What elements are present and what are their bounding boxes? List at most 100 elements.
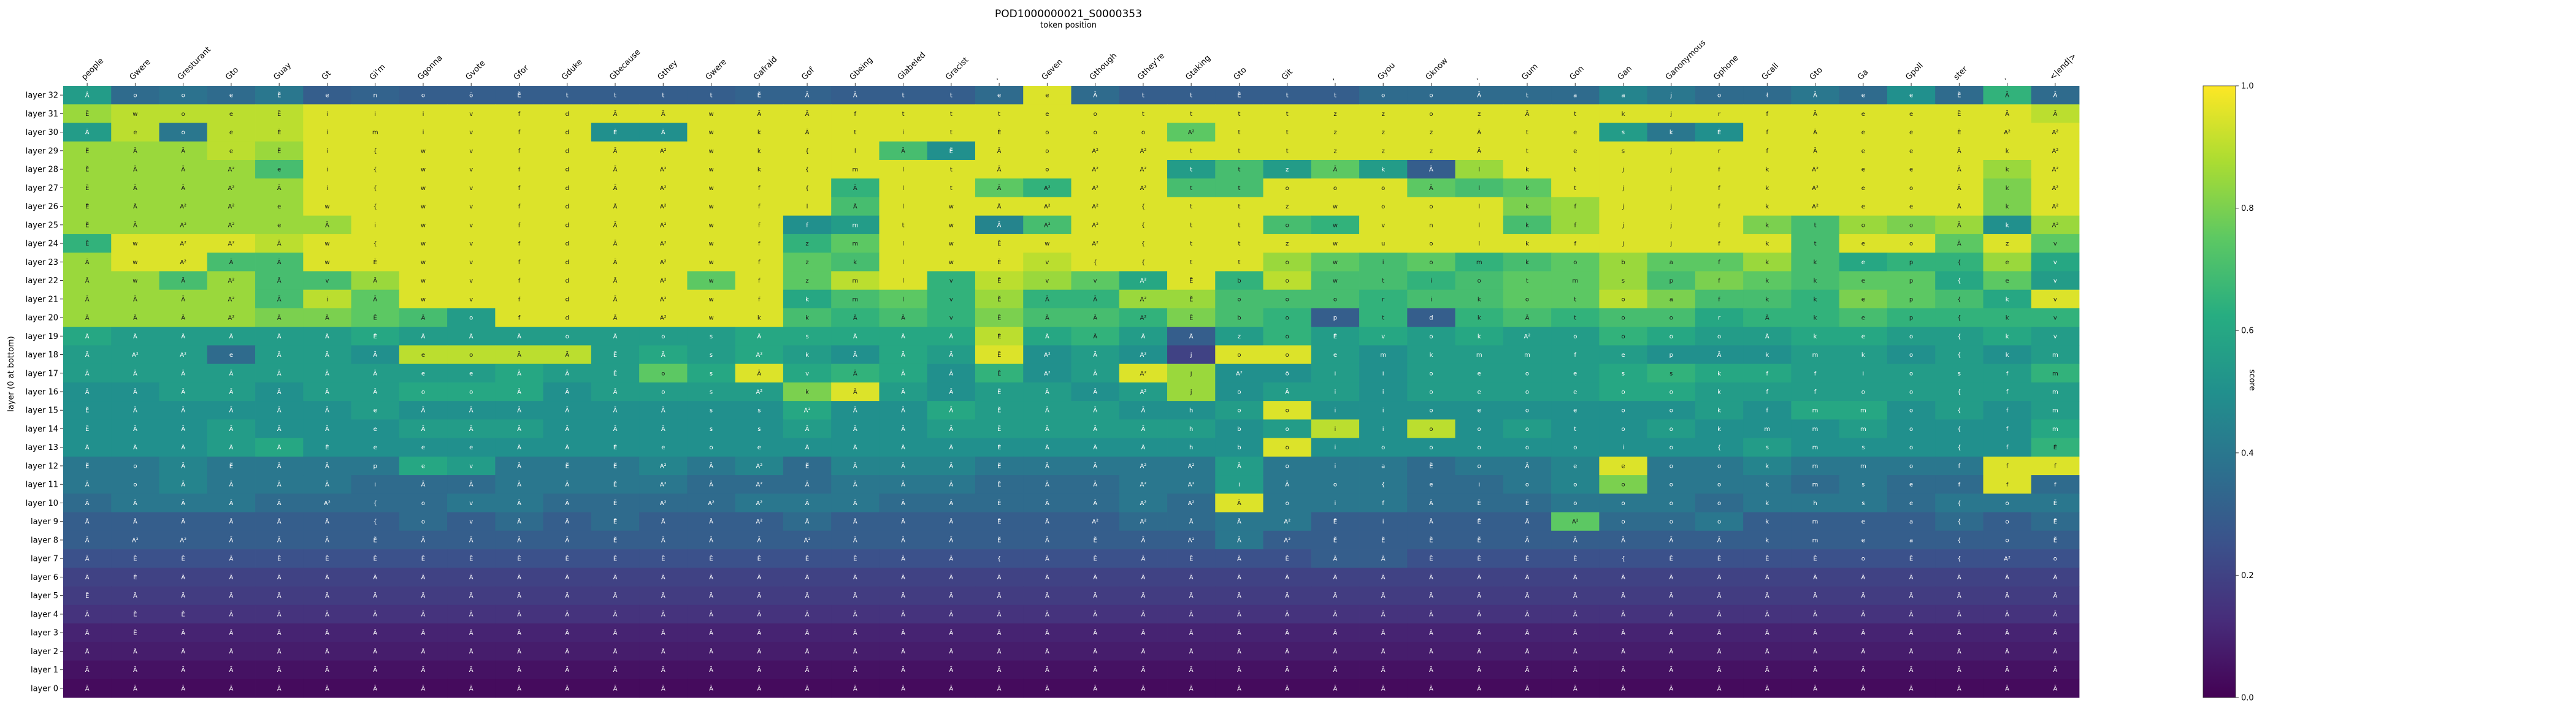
cell-label: Ā: [517, 647, 521, 655]
cell-label: Ā: [1717, 647, 1722, 655]
heatmap-cell: [351, 308, 400, 327]
y-tick-label: layer 14: [26, 425, 58, 434]
heatmap-cell: [735, 364, 784, 383]
cell-label: Ā: [1141, 666, 1145, 674]
heatmap-cell: [1503, 234, 1552, 253]
cell-label: w: [324, 241, 329, 248]
heatmap-cell: [1935, 271, 1984, 291]
heatmap-cell: [1743, 419, 1792, 439]
cell-label: Ā: [949, 684, 953, 692]
cell-label: Ā: [709, 647, 713, 655]
cell-label: z: [1382, 129, 1385, 136]
heatmap-cell: [735, 308, 784, 327]
cell-label: Ā: [1093, 295, 1097, 303]
heatmap-cell: [927, 308, 976, 327]
heatmap-cell: [159, 438, 208, 457]
cell-label: o: [1573, 444, 1577, 451]
heatmap-cell: [639, 234, 688, 253]
cell-label: w: [708, 241, 713, 248]
heatmap-cell: [1455, 401, 1504, 420]
cell-label: Ā: [805, 128, 810, 136]
heatmap-cell: [1023, 215, 1071, 235]
cell-label: {: [1957, 315, 1961, 322]
cell-label: Ĕ: [997, 499, 1001, 507]
cell-label: e: [1909, 129, 1913, 136]
heatmap-cell: [783, 271, 832, 291]
cell-label: Ā: [1957, 166, 1961, 173]
heatmap-cell: [639, 382, 688, 402]
cell-label: Ā: [997, 610, 1002, 618]
heatmap-cell: [975, 178, 1024, 197]
cell-label: e: [1573, 129, 1577, 136]
cell-label: Ā: [1813, 684, 1817, 692]
heatmap-cell: [207, 401, 256, 420]
cell-label: Ā: [853, 629, 857, 637]
heatmap-cell: [1119, 253, 1168, 272]
heatmap-cell: [1071, 178, 1120, 197]
heatmap-cell: [1743, 382, 1792, 402]
heatmap-cell: [1551, 234, 1600, 253]
cell-label: t: [1238, 185, 1240, 192]
cell-label: Ā: [1093, 388, 1097, 396]
heatmap-cell: [159, 364, 208, 383]
cell-label: o: [182, 129, 185, 136]
cell-label: A²: [1812, 167, 1819, 173]
cell-label: Ā: [85, 295, 90, 303]
y-tick-label: layer 16: [26, 388, 58, 397]
cell-label: f: [518, 148, 521, 154]
colorbar-tick-label: 0.2: [2241, 571, 2254, 580]
cell-label: Ā: [757, 610, 761, 618]
heatmap-cell: [1119, 86, 1168, 105]
cell-label: e: [1861, 93, 1865, 99]
cell-label: v: [2053, 278, 2057, 284]
cell-label: Ā: [1525, 536, 1530, 544]
heatmap-cell: [1503, 178, 1552, 197]
heatmap-cell: [1647, 123, 1696, 142]
heatmap-cell: [975, 234, 1024, 253]
heatmap-cell: [1983, 419, 2032, 439]
cell-label: A²: [1092, 148, 1098, 154]
cell-label: w: [708, 278, 713, 284]
cell-label: p: [1669, 352, 1673, 359]
cell-label: i: [1335, 426, 1336, 433]
heatmap-cell: [1215, 104, 1263, 123]
cell-label: A²: [2004, 556, 2011, 563]
cell-label: A²: [756, 482, 762, 489]
heatmap-cell: [1551, 401, 1600, 420]
cell-label: Ā: [1573, 666, 1577, 674]
heatmap-cell: [1407, 289, 1455, 309]
heatmap-cell: [1695, 234, 1744, 253]
cell-label: Ā: [853, 406, 857, 414]
cell-label: s: [710, 370, 713, 377]
cell-label: A²: [804, 408, 811, 414]
cell-label: e: [1861, 296, 1865, 303]
cell-label: i: [1335, 444, 1336, 451]
x-tick-label: Gthey: [656, 58, 679, 82]
heatmap-cell: [63, 159, 112, 179]
cell-label: Ā: [1381, 647, 1386, 655]
cell-label: Ā: [1717, 351, 1722, 359]
cell-label: Ā: [1477, 684, 1481, 692]
heatmap-cell: [1407, 86, 1455, 105]
cell-label: l: [902, 278, 904, 284]
heatmap-cell: [1695, 364, 1744, 383]
cell-label: f: [1718, 222, 1720, 229]
heatmap-cell: [831, 234, 880, 253]
cell-label: A²: [1140, 296, 1146, 303]
heatmap-cell: [399, 197, 448, 216]
heatmap-cell: [1311, 345, 1360, 365]
cell-label: Ĕ: [133, 573, 137, 581]
cell-label: r: [1718, 111, 1721, 118]
cell-label: i: [1382, 259, 1384, 266]
heatmap-cell: [543, 419, 592, 439]
cell-label: m: [852, 241, 858, 248]
cell-label: {: [374, 519, 377, 525]
heatmap-cell: [351, 104, 400, 123]
cell-label: {: [1381, 482, 1385, 489]
cell-label: A²: [2052, 222, 2058, 229]
heatmap-cell: [975, 141, 1024, 161]
heatmap-cell: [927, 159, 976, 179]
cell-label: k: [1765, 537, 1769, 544]
cell-label: o: [1381, 185, 1385, 192]
heatmap-cell: [1743, 178, 1792, 197]
